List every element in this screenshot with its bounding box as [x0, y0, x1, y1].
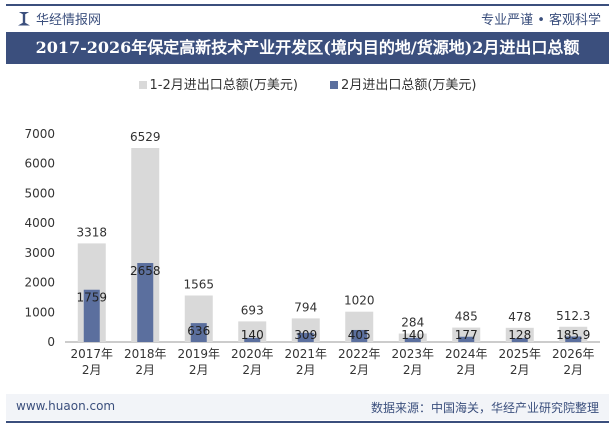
data-label-1-2month: 485 — [455, 310, 478, 324]
brand-name: 华经情报网 — [36, 13, 102, 28]
x-tick-label: 2026年 — [552, 347, 595, 361]
bar-feb — [511, 338, 528, 342]
legend-item-1: 1-2月进出口总额(万美元) — [138, 78, 298, 93]
x-tick-label: 2024年 — [445, 347, 488, 361]
x-tick-label: 2月 — [349, 363, 369, 377]
x-tick-label: 2月 — [135, 363, 155, 377]
bar-1-2month — [398, 333, 427, 342]
data-label-feb: 1759 — [76, 291, 107, 305]
bar-feb — [190, 323, 207, 342]
x-tick-label: 2019年 — [177, 347, 220, 361]
footer-url: www.huaon.com — [16, 399, 116, 413]
x-tick-label: 2020年 — [231, 347, 274, 361]
data-label-feb: 185.9 — [556, 328, 590, 342]
y-tick-label: 6000 — [24, 157, 55, 171]
bar-feb — [565, 336, 582, 342]
bottom-rule — [6, 421, 609, 423]
bar-feb — [83, 289, 100, 342]
legend-swatch — [330, 81, 339, 89]
x-tick-label: 2021年 — [284, 347, 327, 361]
data-label-feb: 309 — [294, 328, 317, 342]
x-tick-label: 2018年 — [124, 347, 167, 361]
bar-feb — [244, 337, 261, 342]
data-label-feb: 140 — [241, 328, 264, 342]
data-label-1-2month: 693 — [241, 303, 264, 317]
data-label-feb: 405 — [348, 328, 371, 342]
legend: 1-2月进出口总额(万美元) 2月进出口总额(万美元) — [0, 74, 615, 93]
data-label-1-2month: 794 — [294, 300, 317, 314]
footer: www.huaon.com 数据来源：中国海关，华经产业研究院整理 — [6, 394, 609, 420]
x-tick-label: 2月 — [296, 363, 316, 377]
data-label-feb: 177 — [455, 328, 478, 342]
chart-title: 2017-2026年保定高新技术产业开发区(境内目的地/货源地)2月进出口总额 — [6, 32, 609, 64]
slogan: 专业严谨 • 客观科学 — [481, 13, 601, 28]
x-tick-label: 2月 — [456, 363, 476, 377]
data-label-feb: 128 — [508, 328, 531, 342]
brand: 华经情报网 — [18, 9, 101, 28]
bar-feb — [404, 337, 421, 342]
data-label-1-2month: 1565 — [183, 277, 214, 291]
bar-feb — [351, 329, 368, 342]
x-tick-label: 2017年 — [70, 347, 113, 361]
x-tick-label: 2月 — [82, 363, 102, 377]
data-label-feb: 636 — [187, 324, 210, 338]
x-tick-label: 2023年 — [391, 347, 434, 361]
bar-feb — [137, 263, 154, 342]
x-tick-label: 2月 — [242, 363, 262, 377]
x-tick-label: 2022年 — [338, 347, 381, 361]
data-label-1-2month: 1020 — [344, 294, 375, 308]
y-tick-label: 0 — [47, 335, 55, 349]
x-tick-label: 2月 — [189, 363, 209, 377]
x-tick-label: 2025年 — [498, 347, 541, 361]
x-tick-label: 2月 — [403, 363, 423, 377]
y-tick-label: 3000 — [24, 246, 55, 260]
data-label-1-2month: 6529 — [130, 130, 161, 144]
y-tick-label: 7000 — [24, 127, 55, 141]
x-tick-label: 2月 — [563, 363, 583, 377]
y-tick-label: 4000 — [24, 216, 55, 230]
top-rule — [6, 4, 609, 6]
data-label-1-2month: 284 — [401, 316, 424, 330]
data-label-feb: 140 — [401, 328, 424, 342]
y-tick-label: 2000 — [24, 276, 55, 290]
legend-item-2: 2月进出口总额(万美元) — [330, 78, 476, 93]
y-tick-label: 5000 — [24, 186, 55, 200]
legend-swatch — [138, 81, 147, 89]
legend-label: 2月进出口总额(万美元) — [341, 78, 477, 93]
data-label-1-2month: 3318 — [76, 225, 107, 239]
data-label-1-2month: 478 — [508, 310, 531, 324]
legend-label: 1-2月进出口总额(万美元) — [149, 78, 298, 93]
data-label-1-2month: 512.3 — [556, 309, 590, 323]
data-source: 数据来源：中国海关，华经产业研究院整理 — [370, 401, 599, 415]
y-tick-label: 1000 — [24, 305, 55, 319]
data-label-feb: 2658 — [130, 264, 161, 278]
bar-1-2month — [238, 321, 267, 342]
bar-feb — [297, 332, 314, 342]
bar-feb — [458, 336, 475, 342]
x-tick-label: 2月 — [510, 363, 530, 377]
